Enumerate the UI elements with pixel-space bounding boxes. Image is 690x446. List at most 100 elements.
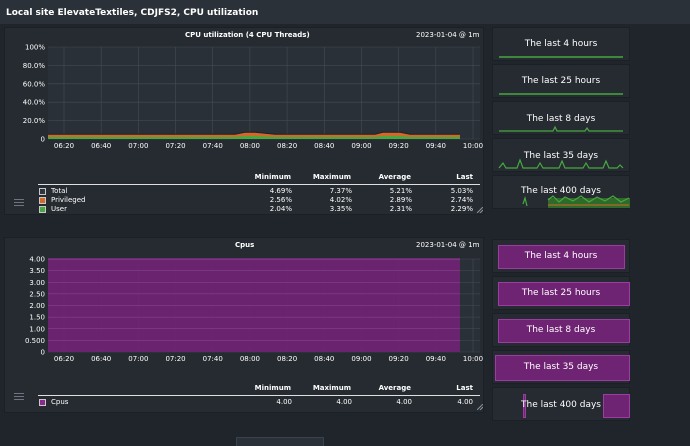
col-header-minimum: Minimum: [254, 173, 291, 181]
timerange-label: The last 35 days: [523, 362, 599, 372]
cell-avg: 2.31%: [389, 205, 412, 213]
x-tick-label: 08:20: [277, 142, 297, 150]
row-label: Total: [51, 187, 68, 195]
cpus-graph[interactable]: 4.00 3.50 3.00 2.50 2.00 1.50 1.00 0.500 0 06:20 0…: [5, 250, 485, 376]
cell-avg: 2.89%: [389, 196, 412, 204]
thumb-area: [498, 245, 625, 269]
x-tick-label: 08:20: [277, 355, 297, 363]
table-row-cpus: Cpus 4.00 4.00 4.00 4.00: [39, 398, 479, 407]
graph-timestamp: 2023-01-04 @ 1m: [416, 241, 480, 249]
legend-swatch-privileged: [39, 197, 46, 204]
timerange-label: The last 35 days: [523, 151, 599, 161]
col-header-average: Average: [378, 384, 411, 392]
cell-last: 2.74%: [450, 196, 473, 204]
page-title: Local site ElevateTextiles, CDJFS2, CPU …: [6, 8, 259, 18]
x-tick-label: 08:40: [314, 355, 334, 363]
timerange-400-days-top[interactable]: The last 400 days: [492, 175, 630, 209]
menu-icon[interactable]: [14, 393, 24, 402]
col-header-last: Last: [456, 173, 473, 181]
table-row-user: User 2.04% 3.35% 2.31% 2.29%: [39, 205, 479, 214]
y-tick-label: 40.0%: [23, 99, 46, 107]
resize-handle-icon[interactable]: [477, 404, 483, 410]
x-tick-label: 07:20: [165, 355, 185, 363]
x-tick-label: 07:20: [165, 142, 185, 150]
bottom-tab[interactable]: [236, 437, 324, 446]
thumb-area: [498, 319, 630, 343]
timerange-4-hours-top[interactable]: The last 4 hours: [492, 27, 630, 61]
x-tick-label: 08:40: [314, 142, 334, 150]
thumb-area: [523, 394, 526, 418]
resize-handle-icon[interactable]: [477, 207, 483, 213]
y-tick-label: 1.50: [29, 314, 45, 322]
legend-swatch-total: [39, 188, 46, 195]
x-tick-label: 06:40: [91, 355, 111, 363]
cell-min: 2.56%: [269, 196, 292, 204]
y-tick-label: 0.500: [25, 337, 45, 345]
cell-min: 4.00: [276, 398, 292, 406]
timerange-8-days-bottom[interactable]: The last 8 days: [492, 313, 630, 347]
x-tick-label: 10:00: [463, 142, 483, 150]
cell-min: 4.69%: [269, 187, 292, 195]
thumb-sparkline: [499, 125, 623, 132]
cpu-utilization-graph[interactable]: 100% 80.0% 60.0% 40.0% 20.0% 0 06:20 06:40 07:00…: [5, 40, 485, 168]
y-tick-label: 0: [41, 349, 45, 357]
thumb-area: [495, 355, 630, 381]
cell-last: 5.03%: [450, 187, 473, 195]
timerange-25-hours-top[interactable]: The last 25 hours: [492, 64, 630, 98]
x-tick-label: 08:00: [240, 142, 260, 150]
timerange-25-hours-bottom[interactable]: The last 25 hours: [492, 276, 630, 310]
table-separator: [38, 395, 480, 396]
cpu-utilization-panel: CPU utilization (4 CPU Threads) 2023-01-…: [4, 27, 484, 215]
timerange-label: The last 8 days: [526, 325, 596, 335]
table-row-privileged: Privileged 2.56% 4.02% 2.89% 2.74%: [39, 196, 479, 205]
cell-max: 4.00: [336, 398, 352, 406]
series-total-line: [48, 131, 460, 135]
table-separator: [38, 184, 480, 185]
timerange-35-days-top[interactable]: The last 35 days: [492, 138, 630, 172]
cell-last: 4.00: [457, 398, 473, 406]
x-tick-label: 09:40: [426, 142, 446, 150]
cpus-panel: Cpus 2023-01-04 @ 1m 4.00 3.50 3.00 2.50 2.0…: [4, 237, 484, 413]
timerange-8-days-top[interactable]: The last 8 days: [492, 101, 630, 135]
x-tick-label: 06:40: [91, 142, 111, 150]
cell-last: 2.29%: [450, 205, 473, 213]
timerange-label: The last 4 hours: [524, 39, 598, 49]
x-tick-label: 06:20: [54, 142, 74, 150]
graph-title: CPU utilization (4 CPU Threads): [185, 31, 310, 39]
y-tick-label: 100%: [25, 44, 45, 52]
plot-area: [48, 47, 480, 139]
thumb-sparkline: [499, 56, 623, 58]
col-header-last: Last: [456, 384, 473, 392]
menu-icon[interactable]: [14, 199, 24, 208]
col-header-minimum: Minimum: [254, 384, 291, 392]
y-tick-label: 1.00: [29, 325, 45, 333]
page-header: Local site ElevateTextiles, CDJFS2, CPU …: [0, 0, 690, 24]
col-header-maximum: Maximum: [312, 384, 351, 392]
x-tick-label: 10:00: [463, 355, 483, 363]
table-row-total: Total 4.69% 7.37% 5.21% 5.03%: [39, 187, 479, 196]
timerange-label: The last 400 days: [521, 400, 601, 410]
cell-min: 2.04%: [269, 205, 292, 213]
y-tick-label: 2.50: [29, 290, 45, 298]
thumb-sparkline: [498, 158, 624, 169]
cell-avg: 5.21%: [389, 187, 412, 195]
thumb-area: [603, 394, 630, 418]
thumb-area: [498, 282, 630, 306]
timerange-label: The last 4 hours: [524, 251, 598, 261]
series-user-area: [48, 135, 460, 139]
timerange-4-hours-bottom[interactable]: The last 4 hours: [492, 239, 630, 273]
cell-max: 3.35%: [329, 205, 352, 213]
y-tick-label: 4.00: [29, 256, 45, 264]
x-tick-label: 09:20: [389, 355, 409, 363]
timerange-35-days-bottom[interactable]: The last 35 days: [492, 350, 630, 384]
x-tick-label: 07:40: [203, 355, 223, 363]
legend-swatch-cpus: [39, 399, 46, 406]
y-tick-label: 3.00: [29, 279, 45, 287]
timerange-label: The last 8 days: [526, 114, 596, 124]
x-tick-label: 06:20: [54, 355, 74, 363]
y-tick-label: 3.50: [29, 267, 45, 275]
timerange-label: The last 25 hours: [521, 76, 601, 86]
cell-max: 4.02%: [329, 196, 352, 204]
timerange-400-days-bottom[interactable]: The last 400 days: [492, 387, 630, 421]
thumb-sparkline: [499, 93, 623, 95]
